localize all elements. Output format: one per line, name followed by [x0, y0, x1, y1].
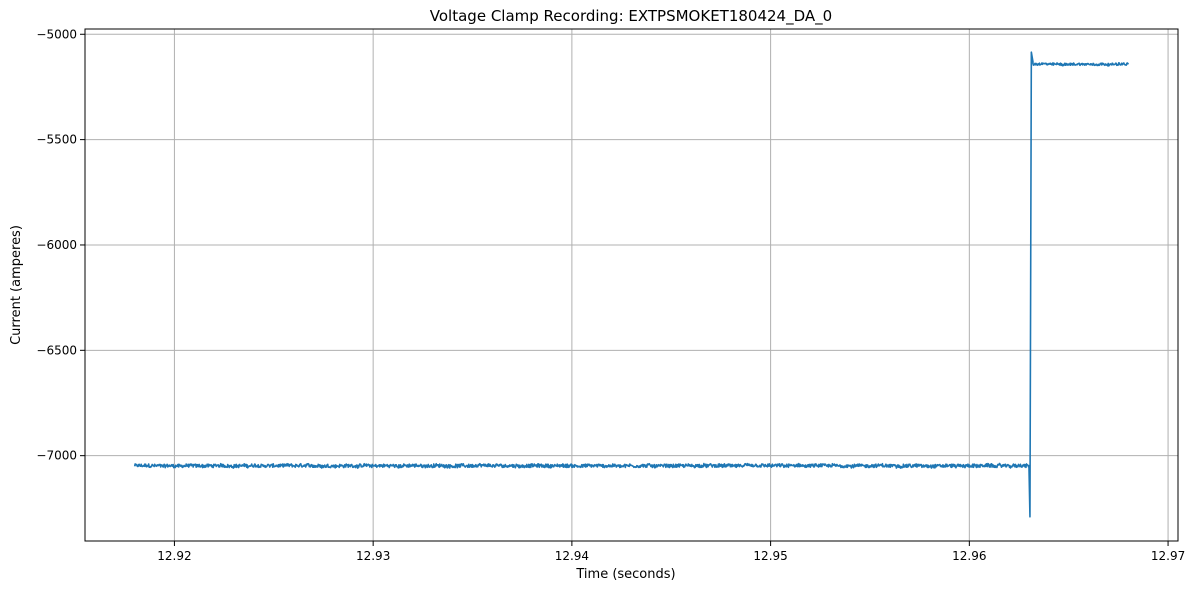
axis-ticks: 12.92 12.93 12.94 12.95 12.96 12.97 −5000 −5500…: [36, 27, 1185, 563]
series-line: [133, 51, 1130, 518]
chart-title: Voltage Clamp Recording: EXTPSMOKET18042…: [430, 7, 832, 26]
y-axis-label: Current (amperes): [9, 225, 24, 345]
x-tick-label: 12.93: [356, 549, 390, 563]
y-tick-label: −5000: [36, 27, 77, 41]
grid-lines: [85, 29, 1178, 541]
x-tick-label: 12.97: [1151, 549, 1185, 563]
data-layer: [133, 51, 1130, 518]
x-tick-label: 12.95: [753, 549, 787, 563]
y-tick-label: −5500: [36, 133, 77, 147]
y-tick-label: −6500: [36, 343, 77, 357]
x-tick-label: 12.92: [157, 549, 191, 563]
y-tick-label: −6000: [36, 238, 77, 252]
x-tick-label: 12.94: [555, 549, 589, 563]
x-axis-label: Time (seconds): [575, 567, 675, 582]
plot-frame: [84, 28, 1179, 542]
y-tick-label: −7000: [36, 449, 77, 463]
x-tick-label: 12.96: [952, 549, 986, 563]
